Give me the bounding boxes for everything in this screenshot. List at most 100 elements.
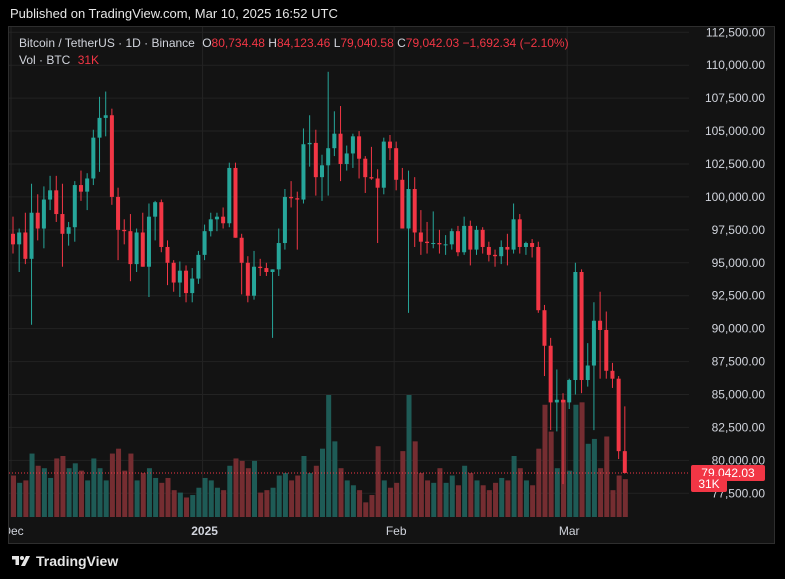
candle-body xyxy=(258,266,263,269)
volume-bar xyxy=(307,473,313,517)
volume-bar xyxy=(554,468,560,517)
volume-bar xyxy=(406,395,412,517)
volume-bar xyxy=(221,490,227,517)
symbol-label[interactable]: Bitcoin / TetherUS · 1D · Binance xyxy=(19,36,195,50)
candle-body xyxy=(295,198,300,200)
candle-body xyxy=(153,202,158,217)
price-tick-label: 102,500.00 xyxy=(705,157,765,171)
candle-body xyxy=(190,278,195,294)
volume-bar xyxy=(233,458,239,517)
candle-body xyxy=(511,219,516,250)
volume-bar xyxy=(159,482,165,517)
candle-body xyxy=(480,229,485,247)
candle-body xyxy=(610,370,615,379)
time-tick-label: Feb xyxy=(386,524,407,538)
volume-bar xyxy=(11,475,16,517)
candle-body xyxy=(357,136,362,159)
price-tick-label: 87,500.00 xyxy=(712,355,766,369)
candle-body xyxy=(406,189,411,229)
candle-body xyxy=(177,270,182,283)
price-tick-label: 95,000.00 xyxy=(712,256,766,270)
volume-bar xyxy=(425,480,431,517)
candle-body xyxy=(116,196,121,230)
volume-bar xyxy=(511,456,517,517)
candle-body xyxy=(449,231,454,245)
candle-body xyxy=(245,262,250,296)
candle-body xyxy=(221,216,226,224)
time-axis[interactable]: Dec 2025 Feb Mar xyxy=(9,524,580,538)
time-tick-label: Mar xyxy=(559,524,580,538)
grid-lines xyxy=(9,27,689,517)
volume-bar xyxy=(134,480,140,517)
candle-body xyxy=(146,216,151,267)
volume-bar xyxy=(35,465,41,517)
footer-brand: TradingView xyxy=(36,553,119,569)
candle-body xyxy=(60,214,65,234)
open-label: O xyxy=(202,36,212,50)
candle-body xyxy=(536,246,541,311)
volume-bar xyxy=(153,477,159,517)
volume-bar xyxy=(598,468,604,517)
volume-bar xyxy=(455,485,461,517)
candle-body xyxy=(233,167,238,238)
candle-body xyxy=(85,178,90,192)
volume-bar xyxy=(387,487,393,517)
volume-bar xyxy=(375,446,381,517)
price-axis[interactable]: 112,500.00 110,000.00 107,500.00 105,000.00… xyxy=(691,27,765,500)
volume-bar xyxy=(17,482,23,517)
volume-bar xyxy=(146,468,152,517)
tradingview-footer[interactable]: TradingView xyxy=(10,553,118,569)
candle-body xyxy=(23,232,28,259)
candle-body xyxy=(239,237,244,263)
chart-frame[interactable]: 112,500.00 110,000.00 107,500.00 105,000.00… xyxy=(8,26,775,544)
candle-body xyxy=(252,266,257,296)
volume-bar xyxy=(103,480,109,517)
candle-body xyxy=(530,243,535,247)
candle-body xyxy=(517,219,522,247)
volume-bar xyxy=(369,495,375,517)
volume-bar xyxy=(567,470,573,517)
volume-bar xyxy=(202,477,208,517)
candle-body xyxy=(103,115,108,118)
volume-bar xyxy=(85,480,91,517)
candle-body xyxy=(554,399,559,403)
candle-body xyxy=(140,232,145,267)
price-tick-label: 85,000.00 xyxy=(712,388,766,402)
volume-bar xyxy=(184,497,190,517)
volume-bar xyxy=(363,502,369,517)
price-tick-label: 80,000.00 xyxy=(712,453,766,467)
candle-body xyxy=(11,233,15,245)
volume-bar xyxy=(78,470,84,517)
candlestick-chart[interactable]: 112,500.00 110,000.00 107,500.00 105,000.00… xyxy=(9,27,774,543)
volume-bar xyxy=(344,480,350,517)
volume-bar xyxy=(622,479,628,517)
volume-bar xyxy=(289,480,295,517)
last-volume-badge xyxy=(691,476,727,492)
volume-bar xyxy=(66,468,72,517)
candle-body xyxy=(363,158,368,178)
volume-bar xyxy=(301,456,307,517)
volume-label[interactable]: Vol · BTC xyxy=(19,53,71,67)
volume-bar xyxy=(616,475,622,517)
price-candles xyxy=(11,71,627,485)
time-tick-label: 2025 xyxy=(191,524,218,538)
candle-body xyxy=(455,231,460,253)
published-caption: Published on TradingView.com, Mar 10, 20… xyxy=(10,6,338,21)
candle-body xyxy=(462,225,467,253)
open-value: 80,734.48 xyxy=(211,36,265,50)
candle-body xyxy=(91,137,96,179)
volume-bar xyxy=(29,453,35,517)
price-tick-label: 110,000.00 xyxy=(706,58,765,72)
candle-body xyxy=(184,270,189,294)
candle-body xyxy=(400,179,405,229)
volume-bar xyxy=(499,477,505,517)
candle-body xyxy=(598,320,603,330)
volume-bar xyxy=(542,404,548,517)
price-tick-label: 112,500.00 xyxy=(706,27,765,39)
candle-body xyxy=(474,229,479,250)
candle-body xyxy=(78,185,83,192)
candle-body xyxy=(196,254,201,279)
candle-body xyxy=(493,254,498,257)
volume-bar xyxy=(295,475,301,517)
candle-body xyxy=(499,246,504,257)
